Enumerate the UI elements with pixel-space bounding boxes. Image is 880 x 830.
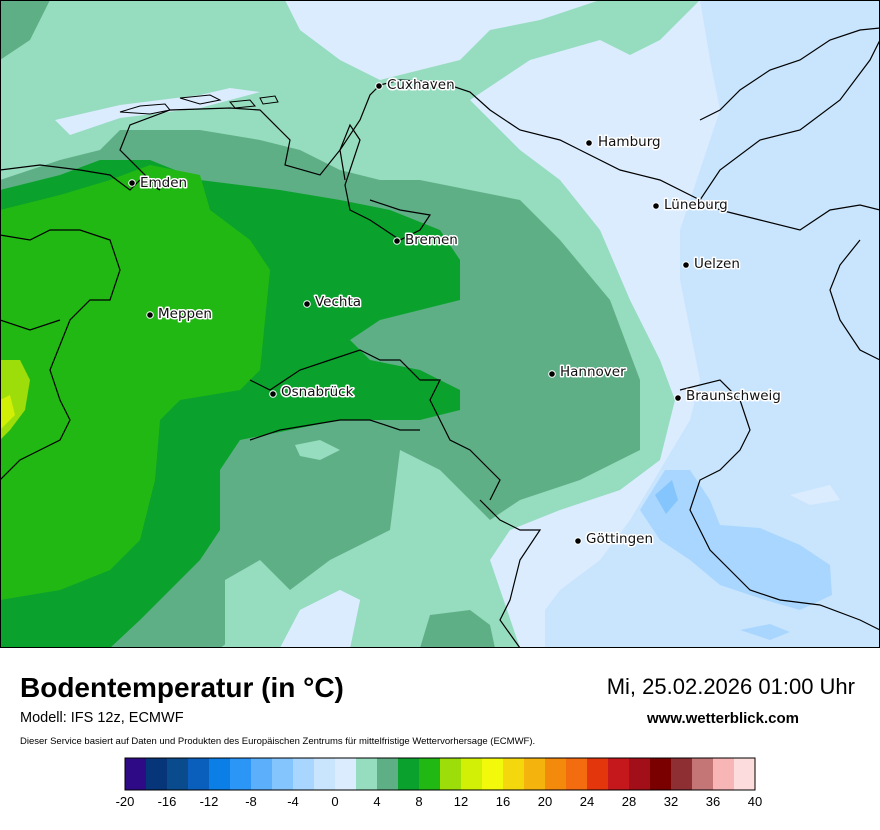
region-cold [545,0,880,648]
svg-text:Bremen: Bremen [405,232,458,248]
region-bright-green [0,165,270,600]
svg-text:Hannover: Hannover [560,364,626,380]
legend-swatch [713,758,735,790]
legend-swatch [629,758,651,790]
svg-text:Hamburg: Hamburg [598,134,661,150]
city-vechta: Vechta [303,293,363,312]
legend-swatches [125,758,756,790]
city-lueneburg: Lüneburg [652,196,729,215]
city-hamburg: Hamburg [585,133,662,152]
legend-tick-label: 16 [496,794,510,809]
region-warmest [0,395,15,430]
legend-tick-label: 4 [373,794,380,809]
region-cold-patch [790,485,840,505]
legend-swatch [314,758,336,790]
footer: Bodentemperatur (in °C) Mi, 25.02.2026 0… [0,648,880,830]
region-topleft [0,0,50,60]
region-cool-inlet [470,40,640,110]
legend-tick-label: 0 [331,794,338,809]
legend-tick-label: -20 [116,794,135,809]
svg-text:Uelzen: Uelzen [694,256,740,272]
legend-swatch [671,758,693,790]
city-meppen: Meppen [146,305,213,324]
svg-text:Braunschweig: Braunschweig [686,388,781,404]
region-mint-island [295,440,340,460]
svg-text:Cuxhaven: Cuxhaven [387,77,455,93]
legend-swatch [272,758,294,790]
legend-swatch [734,758,756,790]
legend-tick-label: -8 [245,794,257,809]
legend-tick-label: 40 [748,794,762,809]
city-goettingen: Göttingen [574,530,655,549]
legend-swatch [419,758,441,790]
temperature-map: Cuxhaven Hamburg Emden Lüneburg Bremen U… [0,0,880,648]
legend-swatch [188,758,210,790]
legend-swatch [587,758,609,790]
legend-swatch [125,758,147,790]
legend-swatch [692,758,714,790]
svg-text:Göttingen: Göttingen [586,531,653,547]
legend-swatch [461,758,483,790]
legend-tick-label: 8 [415,794,422,809]
legend-swatch [356,758,378,790]
city-uelzen: Uelzen [682,255,741,274]
legend-swatch [398,758,420,790]
region-colder [640,470,832,610]
legend-swatch [503,758,525,790]
legend-tick-label: -4 [287,794,299,809]
legend-swatch [608,758,630,790]
city-markers: Cuxhaven Hamburg Emden Lüneburg Bremen U… [128,76,782,549]
legend-swatch [335,758,357,790]
svg-text:Vechta: Vechta [315,294,361,310]
city-osnabrueck: Osnabrück [269,383,355,402]
legend-tick-label: 24 [580,794,594,809]
model-info: Modell: IFS 12z, ECMWF [20,710,184,726]
city-cuxhaven: Cuxhaven [375,76,456,95]
legend-swatch [482,758,504,790]
forecast-datetime: Mi, 25.02.2026 01:00 Uhr [606,674,855,699]
legend-tick-label: -12 [200,794,219,809]
islands [119,94,279,115]
legend-tick-label: 12 [454,794,468,809]
legend-swatch [146,758,168,790]
city-braunschweig: Braunschweig [674,387,782,406]
city-bremen: Bremen [393,231,459,250]
svg-text:Emden: Emden [140,175,187,191]
region-colder-small [655,480,678,514]
legend-tick-label: 36 [706,794,720,809]
svg-text:Osnabrück: Osnabrück [281,384,354,400]
legend-tick-label: 32 [664,794,678,809]
legend-ticks: -20 -16 -12 -8 -4 0 4 8 12 16 20 24 28 32 36 40 [116,794,763,809]
city-hannover: Hannover [548,363,628,382]
website-link[interactable]: www.wetterblick.com [647,710,799,727]
region-cold-bottom [740,624,790,640]
region-cool-south [280,590,360,648]
region-teal-south [420,610,495,648]
legend-tick-label: 20 [538,794,552,809]
legend-swatch [566,758,588,790]
svg-text:Lüneburg: Lüneburg [664,197,728,213]
color-legend: -20 -16 -12 -8 -4 0 4 8 12 16 20 24 28 32 36 40 [116,757,763,809]
legend-swatch [167,758,189,790]
legend-swatch [293,758,315,790]
legend-tick-label: -16 [158,794,177,809]
legend-swatch [650,758,672,790]
legend-swatch [545,758,567,790]
region-coast-light [55,88,260,135]
map-title: Bodentemperatur (in °C) [20,672,344,703]
svg-text:Meppen: Meppen [158,306,212,322]
legend-tick-label: 28 [622,794,636,809]
region-mint-patch [225,560,290,648]
city-emden: Emden [128,174,189,193]
legend-swatch [209,758,231,790]
legend-frame [124,757,756,791]
legend-swatch [440,758,462,790]
legend-swatch [524,758,546,790]
legend-swatch [377,758,399,790]
legend-swatch [230,758,252,790]
service-note: Dieser Service basiert auf Daten und Pro… [20,736,536,747]
legend-swatch [251,758,273,790]
